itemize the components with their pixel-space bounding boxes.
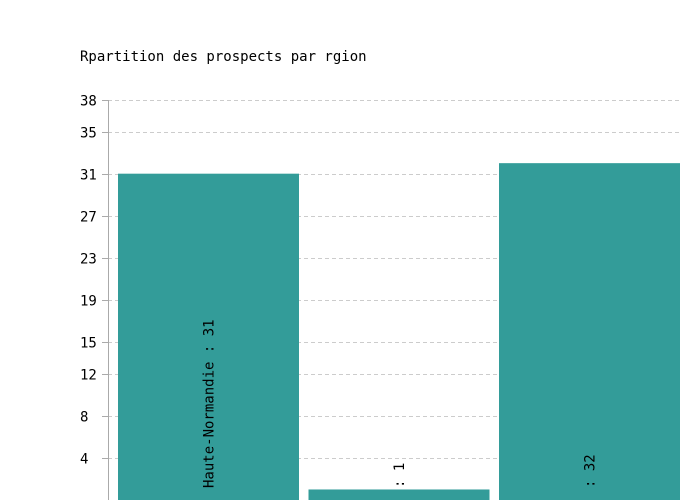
y-tick-label: 35 — [80, 126, 97, 142]
bar-value-label: : 1 — [392, 463, 408, 488]
bar-value-label: : 32 — [583, 454, 599, 488]
y-tick-label: 12 — [80, 368, 97, 384]
y-tick-label: 8 — [80, 410, 88, 426]
bar — [308, 489, 490, 500]
bar-labels: Haute-Normandie : 31 : 1 : 32 — [202, 319, 599, 488]
chart-title: Rpartition des prospects par rgion — [80, 49, 367, 65]
y-tick-label: 31 — [80, 168, 97, 184]
y-tick-label: 15 — [80, 336, 97, 352]
bar-value-label: Haute-Normandie : 31 — [202, 319, 218, 488]
y-tick-label: 4 — [80, 452, 88, 468]
y-tick-label: 27 — [80, 210, 97, 226]
y-axis: 4 8 12 15 19 23 27 31 35 38 — [80, 94, 109, 500]
y-tick-label: 19 — [80, 294, 97, 310]
bars — [118, 163, 680, 500]
y-tick-label: 38 — [80, 94, 97, 110]
bar — [499, 163, 680, 500]
y-tick-label: 23 — [80, 252, 97, 268]
bar — [118, 173, 299, 500]
